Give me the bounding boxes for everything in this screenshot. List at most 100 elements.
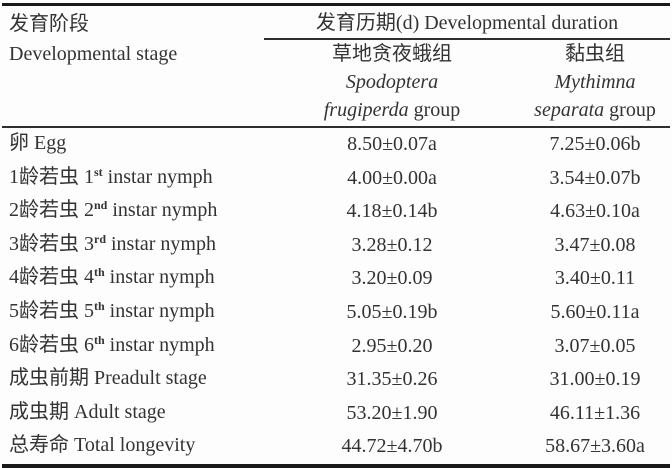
- stage-cell: 成虫期 Adult stage: [2, 397, 264, 431]
- frugiperda-value-cell: 31.35±0.26: [346, 368, 438, 391]
- stage-cell: 4龄若虫 4th instar nymph: [2, 262, 264, 296]
- separata-value-cell: 46.11±1.36: [549, 401, 641, 424]
- table-row: 3龄若虫 3rd instar nymph 3.28±0.12 3.47±0.0…: [2, 229, 670, 263]
- stage-en-rest: instar nymph: [104, 266, 215, 289]
- table-row: 卵 Egg 8.50±0.07a 7.25±0.06b: [2, 127, 670, 162]
- ordinal-superscript: th: [94, 332, 105, 347]
- stage-en-prefix: Preadult stage: [94, 367, 207, 390]
- separata-value-cell: 3.40±0.11: [554, 267, 636, 290]
- stage-label-en: Egg: [34, 132, 66, 154]
- table-header: 发育阶段 Developmental stage 发育历期(d) Developm…: [2, 4, 670, 128]
- stage-cell: 5龄若虫 5th instar nymph: [2, 296, 264, 330]
- frugiperda-value-cell: 5.05±0.19b: [346, 300, 438, 323]
- stage-header-en: Developmental stage: [9, 43, 178, 65]
- separata-value-cell: 5.60±0.11a: [550, 300, 640, 323]
- group2-genus: Mythimna: [554, 71, 636, 93]
- stage-en-prefix: 1: [84, 165, 94, 188]
- stage-label-zh: 6龄若虫: [9, 333, 79, 356]
- ordinal-superscript: st: [94, 164, 103, 179]
- stage-cell: 总寿命 Total longevity: [2, 430, 264, 466]
- separata-value-cell: 4.63±0.10a: [550, 200, 640, 223]
- stage-label-en: 2nd instar nymph: [84, 198, 218, 222]
- frugiperda-value-cell: 3.20±0.09: [351, 267, 433, 290]
- stage-cell: 成虫前期 Preadult stage: [2, 363, 264, 397]
- stage-label-zh: 3龄若虫: [9, 232, 79, 255]
- group1-genus: Spodoptera: [345, 71, 439, 93]
- frugiperda-value-cell: 44.72±4.70b: [341, 435, 443, 458]
- stage-cell: 2龄若虫 2nd instar nymph: [2, 195, 264, 229]
- stage-cell: 6龄若虫 6th instar nymph: [2, 330, 264, 364]
- table-row: 6龄若虫 6th instar nymph 2.95±0.20 3.07±0.0…: [2, 330, 670, 364]
- table-row: 成虫前期 Preadult stage 31.35±0.26 31.00±0.1…: [2, 363, 670, 397]
- stage-label-zh: 卵: [9, 132, 29, 154]
- stage-label-zh: 成虫期: [9, 400, 69, 423]
- stage-en-prefix: Adult stage: [74, 400, 166, 423]
- separata-value-cell: 3.54±0.07b: [549, 166, 641, 189]
- stage-label-en: Total longevity: [74, 434, 195, 456]
- stage-column-header: 发育阶段 Developmental stage: [2, 4, 264, 128]
- stage-en-prefix: Total longevity: [74, 434, 196, 457]
- group-header-separata: 黏虫组 Mythimna separata group: [520, 39, 670, 128]
- group2-species-line: separata group: [534, 99, 656, 121]
- duration-spanner-header: 发育历期(d) Developmental duration: [264, 4, 670, 40]
- stage-label-zh: 5龄若虫: [9, 299, 79, 322]
- stage-header-zh: 发育阶段: [9, 13, 89, 35]
- stage-en-prefix: 4: [84, 266, 94, 289]
- stage-en-rest: instar nymph: [106, 232, 216, 255]
- group1-species: frugiperda: [323, 99, 409, 121]
- stage-label-zh: 2龄若虫: [9, 199, 79, 222]
- group2-name-zh: 黏虫组: [565, 43, 625, 65]
- stage-en-prefix: 3: [84, 232, 94, 255]
- stage-label-en: 6th instar nymph: [84, 332, 215, 356]
- stage-en-prefix: 2: [84, 199, 94, 222]
- stage-label-en: Preadult stage: [94, 367, 207, 389]
- stage-label-zh: 1龄若虫: [9, 165, 79, 188]
- stage-cell: 卵 Egg: [2, 127, 264, 162]
- table-row: 1龄若虫 1st instar nymph 4.00±0.00a 3.54±0.…: [2, 162, 670, 196]
- stage-en-rest: instar nymph: [104, 299, 215, 322]
- developmental-duration-table: 发育阶段 Developmental stage 发育历期(d) Developm…: [2, 3, 670, 468]
- separata-value-cell: 31.00±0.19: [549, 368, 641, 391]
- frugiperda-value-cell: 53.20±1.90: [346, 401, 438, 424]
- stage-en-prefix: 5: [84, 299, 94, 322]
- table-body: 卵 Egg 8.50±0.07a 7.25±0.06b 1龄若虫 1st ins…: [2, 127, 670, 466]
- table-row: 2龄若虫 2nd instar nymph 4.18±0.14b 4.63±0.…: [2, 195, 670, 229]
- table-row: 成虫期 Adult stage 53.20±1.90 46.11±1.36: [2, 397, 670, 431]
- stage-label-zh: 成虫前期: [9, 367, 89, 390]
- stage-en-rest: instar nymph: [102, 165, 213, 188]
- separata-value-cell: 3.07±0.05: [554, 334, 636, 357]
- group1-species-line: frugiperda group: [324, 99, 461, 121]
- stage-label-en: 4th instar nymph: [84, 265, 215, 289]
- stage-label-en: Adult stage: [74, 401, 166, 423]
- stage-label-en: 1st instar nymph: [84, 164, 213, 188]
- separata-value-cell: 58.67±3.60a: [545, 435, 645, 458]
- separata-value-cell: 7.25±0.06b: [549, 133, 641, 155]
- group1-name-zh: 草地贪夜蛾组: [332, 43, 452, 65]
- table-row: 5龄若虫 5th instar nymph 5.05±0.19b 5.60±0.…: [2, 296, 670, 330]
- frugiperda-value-cell: 2.95±0.20: [351, 334, 433, 357]
- ordinal-superscript: th: [94, 298, 105, 313]
- stage-label-zh: 总寿命: [9, 434, 69, 457]
- group1-suffix: group: [413, 99, 461, 121]
- stage-en-rest: instar nymph: [104, 333, 215, 356]
- stage-cell: 1龄若虫 1st instar nymph: [2, 162, 264, 196]
- stage-cell: 3龄若虫 3rd instar nymph: [2, 229, 264, 263]
- stage-label-zh: 4龄若虫: [9, 266, 79, 289]
- frugiperda-value-cell: 4.18±0.14b: [346, 200, 438, 223]
- ordinal-superscript: th: [94, 265, 105, 280]
- table-row: 总寿命 Total longevity 44.72±4.70b 58.67±3.…: [2, 430, 670, 466]
- stage-en-prefix: Egg: [34, 132, 67, 154]
- stage-label-en: 5th instar nymph: [84, 298, 215, 322]
- header-row-groups: 草地贪夜蛾组 Spodoptera frugiperda group 黏虫组 Myth…: [2, 39, 670, 128]
- separata-value-cell: 3.47±0.08: [554, 233, 636, 256]
- ordinal-superscript: rd: [94, 231, 106, 246]
- stage-en-prefix: 6: [84, 333, 94, 356]
- group-header-frugiperda: 草地贪夜蛾组 Spodoptera frugiperda group: [264, 39, 520, 128]
- stage-en-rest: instar nymph: [107, 199, 218, 222]
- frugiperda-value-cell: 3.28±0.12: [351, 233, 433, 256]
- group2-species: separata: [534, 99, 605, 121]
- stage-label-en: 3rd instar nymph: [84, 231, 216, 255]
- ordinal-superscript: nd: [94, 198, 108, 213]
- header-row-spanner: 发育阶段 Developmental stage 发育历期(d) Developm…: [2, 4, 670, 128]
